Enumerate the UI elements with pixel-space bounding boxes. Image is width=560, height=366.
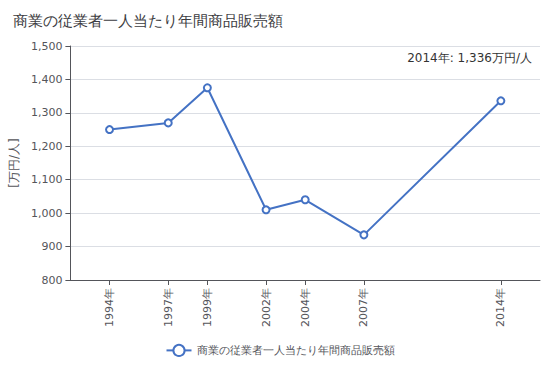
svg-text:800: 800	[41, 274, 62, 287]
svg-text:1,200: 1,200	[31, 140, 63, 153]
svg-text:2014年: 1,336万円/人: 2014年: 1,336万円/人	[407, 51, 532, 65]
svg-text:1999年: 1999年	[201, 288, 214, 327]
svg-text:[万円/人]: [万円/人]	[7, 138, 21, 187]
svg-text:1,000: 1,000	[31, 207, 63, 220]
svg-text:商業の従業者一人当たり年間商品販売額: 商業の従業者一人当たり年間商品販売額	[197, 344, 395, 357]
svg-text:1997年: 1997年	[162, 288, 175, 327]
svg-text:2004年: 2004年	[299, 288, 312, 327]
svg-text:1,100: 1,100	[31, 173, 63, 186]
svg-text:1,300: 1,300	[31, 106, 63, 119]
svg-text:商業の従業者一人当たり年間商品販売額: 商業の従業者一人当たり年間商品販売額	[13, 12, 283, 30]
svg-text:2007年: 2007年	[357, 288, 370, 327]
svg-text:1,500: 1,500	[31, 40, 63, 53]
svg-text:900: 900	[41, 240, 62, 253]
svg-text:2014年: 2014年	[494, 288, 507, 327]
svg-text:1994年: 1994年	[103, 288, 116, 327]
svg-text:1,400: 1,400	[31, 73, 63, 86]
svg-text:2002年: 2002年	[260, 288, 273, 327]
